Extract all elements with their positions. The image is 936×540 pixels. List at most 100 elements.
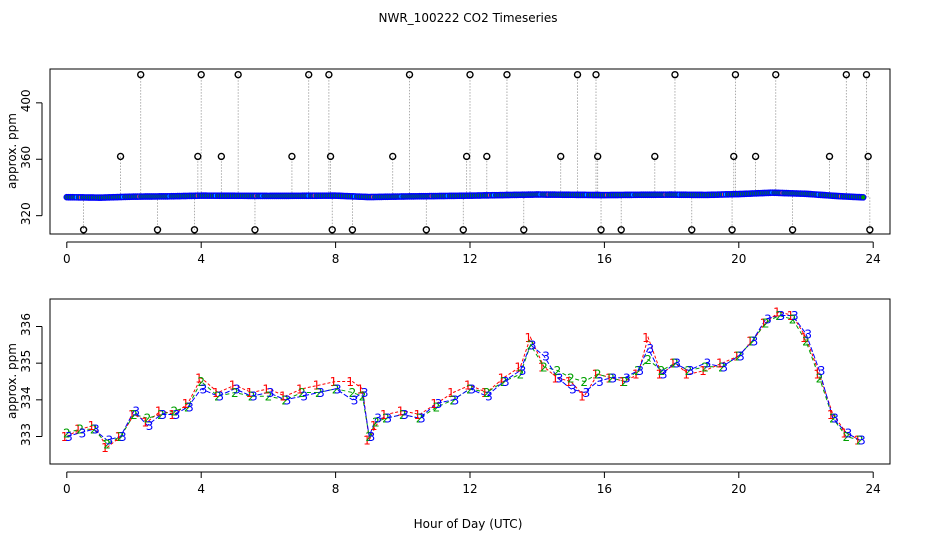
- series-3-point: 3: [317, 386, 325, 400]
- series-3-point: 3: [267, 386, 275, 400]
- series-1-point: 1: [619, 375, 627, 389]
- top-y-axis-label: approx. ppm: [5, 113, 19, 189]
- series-2-point: 2: [802, 335, 810, 349]
- series-1-point: 1: [538, 360, 546, 374]
- series-2-point: 2: [735, 349, 743, 363]
- series-2-point: 2: [816, 371, 824, 385]
- series-3-point: 3: [368, 430, 376, 444]
- spike-marker: [116, 152, 125, 161]
- series-2-point: 2: [76, 423, 84, 437]
- spike-marker: [597, 226, 605, 234]
- series-3-point: 3: [623, 371, 631, 385]
- spike-marker: [772, 70, 780, 79]
- bottom-x-tick-label: 8: [332, 482, 340, 496]
- series-3-point: 3: [132, 404, 140, 418]
- spike-marker: [288, 152, 296, 161]
- series-2-point: 2: [856, 434, 864, 448]
- series-3-point: 3: [791, 309, 799, 323]
- series-2-point: 2: [685, 364, 693, 378]
- series-2-point: 2: [594, 368, 602, 382]
- top-x-tick-label: 16: [597, 252, 612, 266]
- series-3-point: 3: [804, 327, 812, 341]
- top-x-tick-label: 20: [731, 252, 746, 266]
- series-3-point: 3: [751, 335, 759, 349]
- series-3-point: 3: [216, 390, 224, 404]
- series-3-point: 3: [858, 434, 866, 448]
- series-3-point: 3: [361, 386, 369, 400]
- top-x-axis: 0 4 8 12 16 20 24: [63, 241, 881, 266]
- spike-marker: [573, 70, 582, 79]
- series-1-point: 1: [813, 368, 821, 382]
- series-1-point: 1: [246, 386, 254, 400]
- bottom-series-lines: [66, 311, 861, 449]
- series-2-point: 2: [281, 393, 289, 407]
- bottom-y-axis: 333 334 335 336: [19, 313, 43, 446]
- bottom-x-tick-label: 20: [731, 482, 746, 496]
- top-spike-markers: [79, 70, 874, 234]
- series-3-point: 3: [583, 386, 591, 400]
- series-2-point: 2: [170, 404, 178, 418]
- spike-marker: [405, 70, 414, 79]
- series-3-point: 3: [502, 375, 510, 389]
- series-2-point: 2: [500, 375, 508, 389]
- series-3-point: 3: [418, 412, 426, 426]
- series-3-point: 3: [818, 364, 826, 378]
- series-2-point: 2: [554, 364, 562, 378]
- series-1-point: 1: [88, 419, 96, 433]
- series-3-point: 3: [845, 426, 853, 440]
- spike-marker: [466, 70, 474, 79]
- series-1-point: 1: [229, 379, 237, 393]
- series-1-point: 1: [481, 386, 489, 400]
- bottom-plot-frame: [49, 298, 891, 465]
- series-3-point: 3: [737, 349, 745, 363]
- spike-marker: [459, 226, 467, 234]
- spike-marker: [483, 152, 491, 161]
- series-3-point: 3: [384, 412, 392, 426]
- series-2-point: 2: [634, 364, 642, 378]
- series-1-point: 1: [195, 371, 203, 385]
- x-axis-label: Hour of Day (UTC): [414, 517, 523, 531]
- top-x-tick-label: 24: [866, 252, 881, 266]
- bottom-y-tick-label: 333: [19, 423, 33, 446]
- spike-marker: [671, 70, 679, 79]
- series-1-point: 1: [498, 371, 506, 385]
- top-x-tick-label: 8: [332, 252, 340, 266]
- series-1-point: 1: [592, 368, 600, 382]
- series-1-point: 1: [632, 368, 640, 382]
- series-3-point: 3: [401, 408, 409, 422]
- series-3-point: 3: [159, 408, 167, 422]
- series-2-point: 2: [527, 338, 535, 352]
- series-1-point: 1: [61, 430, 69, 444]
- series-2-point: 2: [265, 390, 273, 404]
- spike-marker: [730, 152, 738, 161]
- bottom-x-tick-label: 12: [462, 482, 477, 496]
- series-3-point: 3: [529, 338, 537, 352]
- series-3-point: 3: [660, 368, 668, 382]
- series-2-point: 2: [748, 335, 756, 349]
- series-2-point: 2: [315, 386, 323, 400]
- series-1-point: 1: [370, 419, 378, 433]
- series-3-point: 3: [687, 364, 695, 378]
- series-3-point: 3: [351, 393, 359, 407]
- series-3-point: 3: [556, 371, 564, 385]
- series-2-point: 2: [298, 386, 306, 400]
- series-3-point: 3: [485, 390, 493, 404]
- series-2-point: 2: [197, 375, 205, 389]
- series-3-point: 3: [119, 430, 127, 444]
- bottom-x-tick-label: 24: [866, 482, 881, 496]
- top-x-tick-label: 4: [197, 252, 205, 266]
- top-baseline-points: [63, 189, 867, 201]
- series-1-point: 1: [141, 415, 149, 429]
- series-2-point: 2: [449, 393, 457, 407]
- series-3-point: 3: [519, 364, 527, 378]
- series-2-point: 2: [775, 309, 783, 323]
- spike-marker: [788, 226, 797, 234]
- spike-marker: [825, 152, 834, 161]
- series-2-point: 2: [214, 390, 222, 404]
- series-3-point: 3: [596, 375, 604, 389]
- spike-marker: [593, 152, 602, 161]
- top-y-tick-label: 320: [19, 202, 33, 225]
- spike-marker: [866, 226, 874, 234]
